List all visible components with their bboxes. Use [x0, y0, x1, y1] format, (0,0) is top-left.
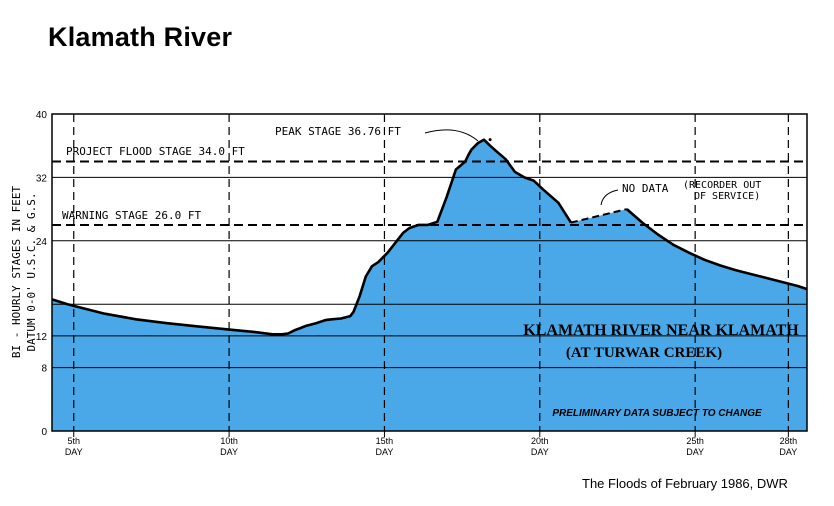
- x-tick-sublabel: DAY: [779, 447, 797, 457]
- x-tick-sublabel: DAY: [686, 447, 704, 457]
- chart-subtitle: (AT TURWAR CREEK): [566, 345, 722, 361]
- y-tick-label: 8: [41, 364, 47, 375]
- x-tick-label: 20th: [531, 436, 549, 446]
- y-tick-label: 32: [36, 173, 48, 184]
- y-tick-label: 24: [36, 237, 48, 248]
- peak-stage-point: [488, 138, 492, 142]
- x-tick-label: 5th: [67, 436, 80, 446]
- peak-stage-leader: [424, 129, 479, 142]
- no-data-detail-line-1: (RECORDER OUT: [683, 180, 761, 191]
- x-tick-sublabel: DAY: [531, 447, 549, 457]
- axis-layer: 08122432405thDAY10thDAY15thDAY20thDAY25t…: [36, 110, 808, 457]
- stage-line-resumed: [625, 208, 808, 291]
- stage-area-fill: [52, 139, 807, 431]
- project-flood-stage-label: PROJECT FLOOD STAGE 34.0 FT: [66, 145, 245, 158]
- y-tick-label: 12: [36, 332, 48, 343]
- grid-layer: [52, 114, 807, 431]
- page-title: Klamath River: [48, 22, 233, 52]
- no-data-leader: [600, 189, 619, 206]
- warning-stage-label: WARNING STAGE 26.0 FT: [62, 209, 201, 222]
- x-tick-sublabel: DAY: [220, 447, 238, 457]
- no-data-dashed-segment: [570, 208, 628, 224]
- plot-frame: [51, 113, 808, 432]
- peak-stage-label: PEAK STAGE 36.76 FT: [275, 125, 401, 138]
- stage-line-recorded: [51, 138, 572, 336]
- area-layer: [52, 139, 807, 431]
- y-axis-label-line-2: DATUM 0-0' U.S.C. & G.S.: [25, 193, 38, 352]
- x-tick-label: 10th: [220, 436, 238, 446]
- no-data-detail-line-2: OF SERVICE): [694, 191, 760, 202]
- y-axis-label-line-1: BI - HOURLY STAGES IN FEET: [10, 186, 23, 359]
- source-credit: The Floods of February 1986, DWR: [582, 476, 788, 491]
- x-tick-sublabel: DAY: [65, 447, 83, 457]
- y-tick-label: 0: [41, 427, 47, 438]
- chart-title: KLAMATH RIVER NEAR KLAMATH: [523, 322, 799, 339]
- y-tick-label: 40: [36, 110, 48, 121]
- line-layer: [51, 138, 808, 336]
- no-data-label: NO DATA: [622, 182, 669, 195]
- preliminary-note: PRELIMINARY DATA SUBJECT TO CHANGE: [552, 408, 762, 419]
- x-tick-label: 28th: [780, 436, 798, 446]
- x-tick-label: 25th: [686, 436, 704, 446]
- x-tick-label: 15th: [376, 436, 394, 446]
- x-tick-sublabel: DAY: [376, 447, 394, 457]
